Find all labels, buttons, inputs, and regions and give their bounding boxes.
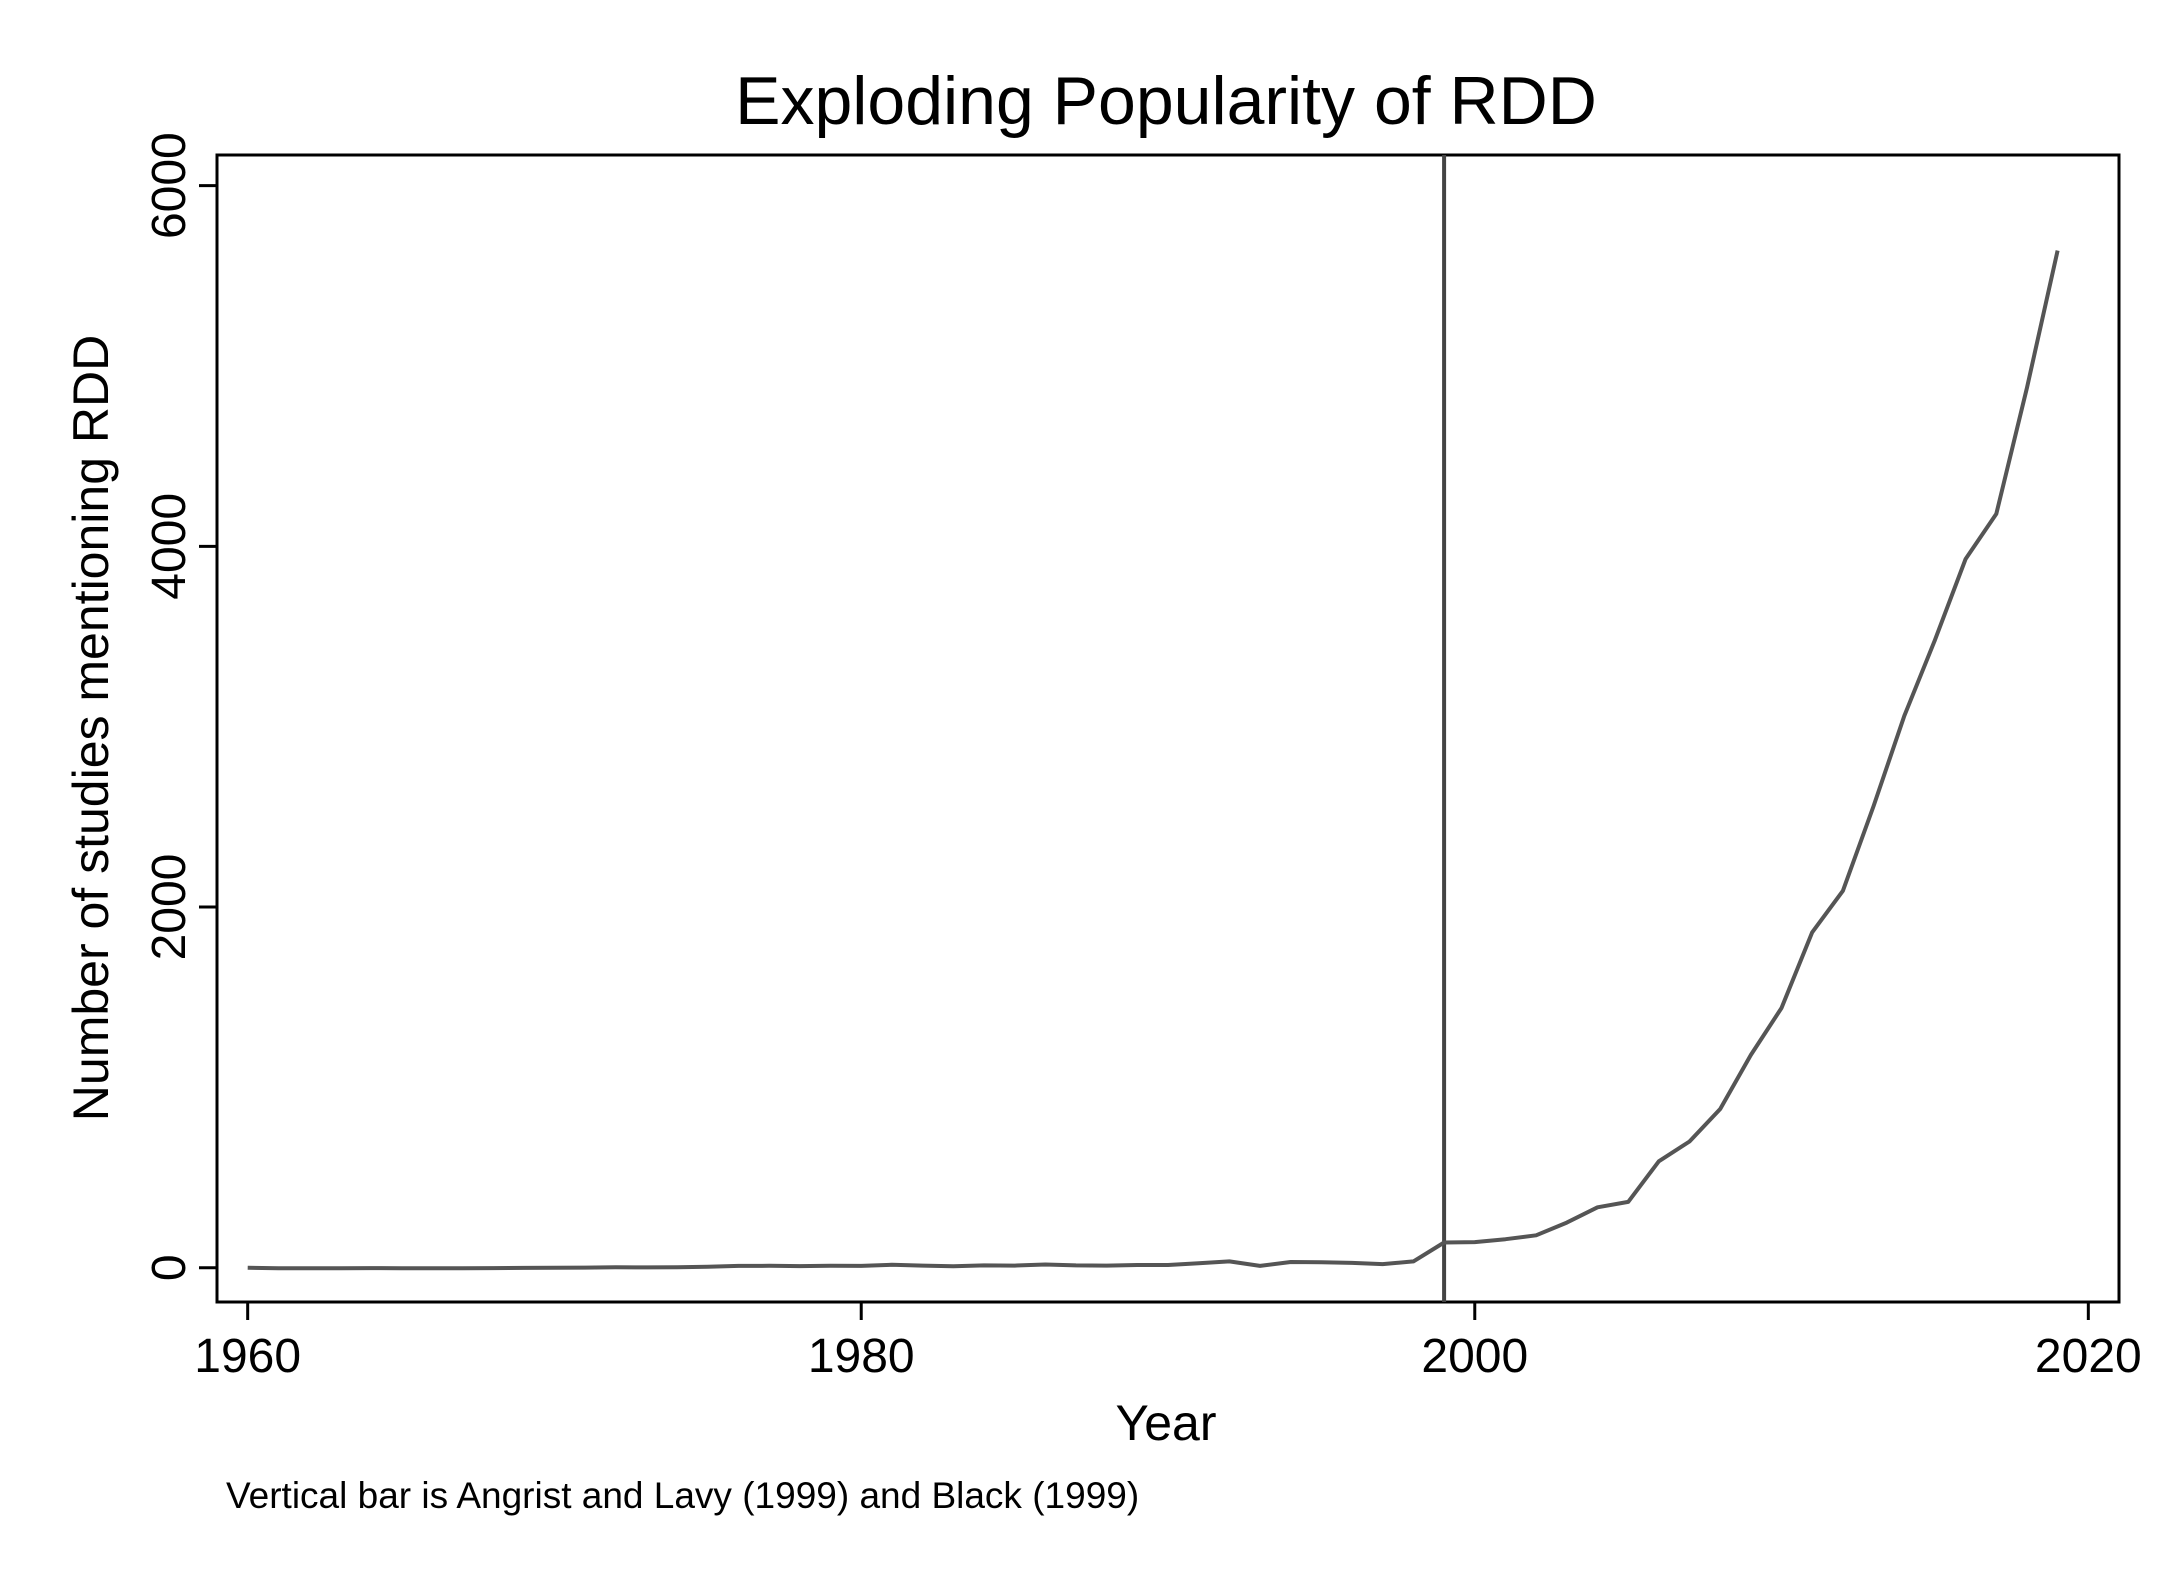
x-axis: 1960 1980 2000 2020: [194, 1302, 2142, 1383]
y-tick-label: 2000: [143, 854, 196, 961]
x-tick-label: 1960: [194, 1330, 301, 1383]
x-axis-title: Year: [1115, 1395, 1216, 1451]
x-tick-label: 2020: [2035, 1330, 2142, 1383]
x-tick-label: 1980: [808, 1330, 915, 1383]
chart-title: Exploding Popularity of RDD: [735, 63, 1597, 139]
y-axis-title: Number of studies mentioning RDD: [63, 335, 119, 1121]
series-line: [247, 250, 2060, 1271]
y-tick-label: 4000: [143, 493, 196, 600]
y-tick-label: 0: [143, 1254, 196, 1281]
y-tick-label: 6000: [143, 132, 196, 239]
chart-note: Vertical bar is Angrist and Lavy (1999) …: [226, 1475, 1139, 1516]
plot-frame: [215, 153, 2121, 1304]
x-tick-label: 2000: [1421, 1330, 1528, 1383]
y-axis: 0 2000 4000 6000: [143, 132, 217, 1281]
